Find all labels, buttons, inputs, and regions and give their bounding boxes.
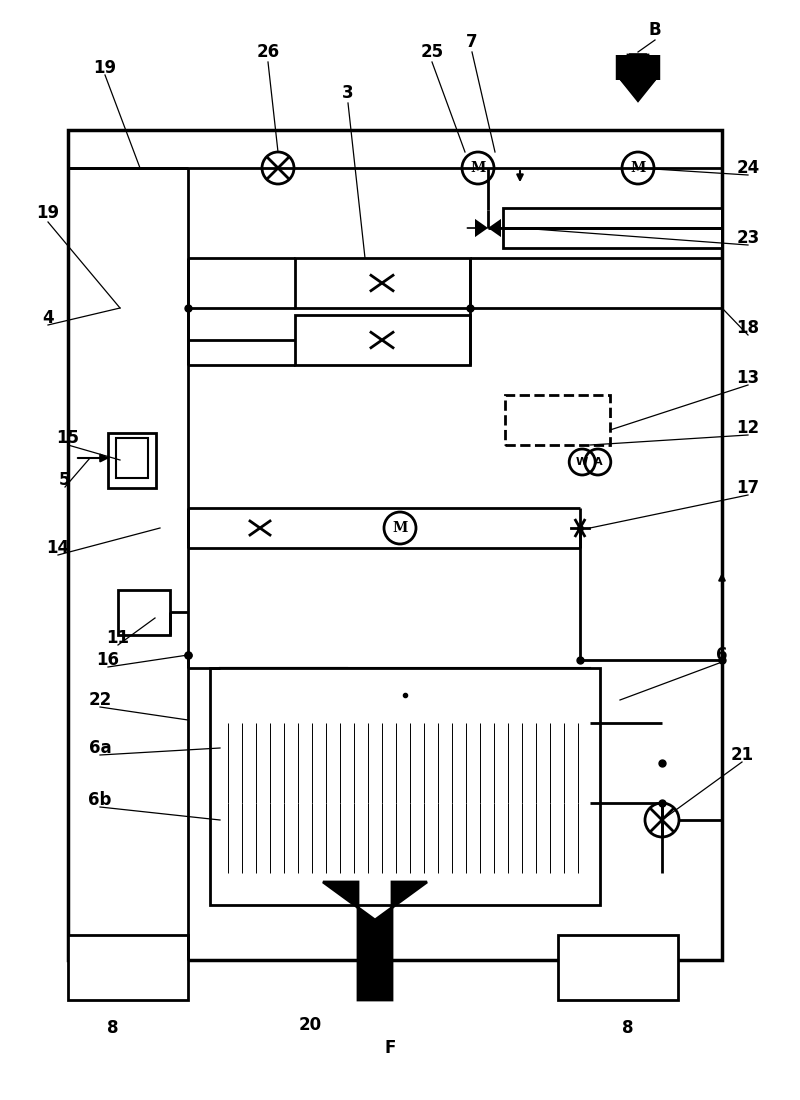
Text: B: B — [649, 21, 662, 38]
Text: 8: 8 — [107, 1019, 118, 1037]
Polygon shape — [622, 55, 654, 100]
Bar — [210, 668, 600, 905]
Bar — [108, 433, 156, 488]
Polygon shape — [488, 219, 501, 238]
Text: 21: 21 — [730, 746, 754, 764]
Text: F: F — [384, 1040, 396, 1057]
Text: 25: 25 — [421, 43, 443, 60]
Bar — [68, 935, 188, 1000]
Bar — [503, 208, 722, 248]
Polygon shape — [622, 55, 654, 100]
Text: 6: 6 — [716, 646, 728, 664]
Text: 26: 26 — [257, 43, 279, 60]
Text: 19: 19 — [37, 204, 59, 222]
Text: 8: 8 — [622, 1019, 634, 1037]
Bar — [118, 590, 170, 635]
Text: 23: 23 — [736, 229, 760, 248]
Bar — [220, 668, 347, 723]
Bar — [116, 438, 148, 478]
Text: 19: 19 — [94, 59, 117, 77]
Text: M: M — [470, 161, 486, 175]
Bar — [220, 668, 590, 723]
Text: 4: 4 — [42, 309, 54, 327]
Text: 11: 11 — [106, 629, 130, 647]
Polygon shape — [475, 219, 488, 238]
Text: 18: 18 — [737, 319, 759, 337]
Bar — [505, 395, 610, 446]
Text: 24: 24 — [736, 160, 760, 177]
Text: W: W — [576, 456, 588, 468]
Bar — [68, 130, 722, 960]
Bar — [220, 723, 590, 803]
Bar — [220, 803, 590, 873]
Text: 14: 14 — [46, 539, 70, 557]
Polygon shape — [622, 55, 654, 100]
Bar — [295, 315, 470, 365]
Text: 12: 12 — [737, 419, 759, 437]
Text: 7: 7 — [466, 33, 478, 51]
Text: 15: 15 — [57, 429, 79, 447]
Bar — [558, 935, 678, 1000]
Polygon shape — [620, 55, 656, 98]
Text: 5: 5 — [59, 471, 70, 490]
Text: M: M — [630, 161, 646, 175]
Text: 17: 17 — [737, 478, 759, 497]
Text: 6a: 6a — [89, 739, 111, 757]
Text: 22: 22 — [88, 691, 112, 710]
Bar — [295, 258, 470, 308]
Polygon shape — [323, 882, 427, 1000]
Text: 6b: 6b — [88, 791, 112, 808]
Text: 16: 16 — [97, 651, 119, 669]
Text: 13: 13 — [737, 368, 759, 387]
Text: A: A — [594, 456, 602, 468]
Text: 3: 3 — [342, 84, 354, 102]
Text: M: M — [392, 521, 408, 535]
Text: 20: 20 — [298, 1016, 322, 1034]
